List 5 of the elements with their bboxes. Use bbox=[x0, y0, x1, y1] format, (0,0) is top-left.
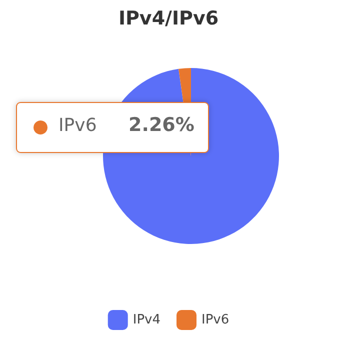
legend-label: IPv6 bbox=[58, 115, 97, 136]
category-label: IPv6 bbox=[202, 312, 230, 328]
legend-label: IPv4 bbox=[132, 312, 161, 328]
data-label: 2.26% bbox=[128, 114, 194, 136]
chart-title: IPv4/IPv6 bbox=[118, 8, 219, 30]
